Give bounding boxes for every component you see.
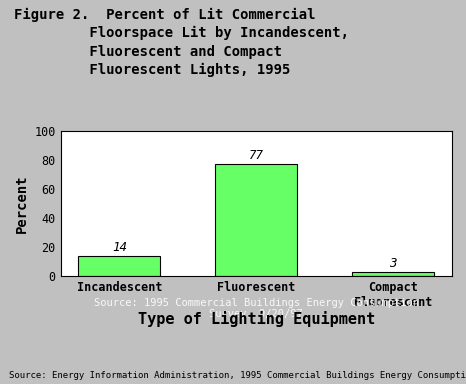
Bar — [352, 272, 434, 276]
Text: Type of Lighting Equipment: Type of Lighting Equipment — [137, 311, 375, 327]
Text: Figure 2.  Percent of Lit Commercial
         Floorspace Lit by Incandescent,
  : Figure 2. Percent of Lit Commercial Floo… — [14, 8, 349, 78]
Text: 3: 3 — [390, 257, 397, 270]
Text: Source: 1995 Commercial Buildings Energy Consumption
Survey, 9/20/97: Source: 1995 Commercial Buildings Energy… — [94, 298, 419, 319]
Bar — [215, 164, 297, 276]
Text: Source: Energy Information Administration, 1995 Commercial Buildings Energy Cons: Source: Energy Information Administratio… — [9, 371, 466, 380]
Text: 77: 77 — [249, 149, 264, 162]
Y-axis label: Percent: Percent — [15, 174, 29, 233]
Text: 14: 14 — [112, 241, 127, 254]
Bar — [78, 256, 160, 276]
